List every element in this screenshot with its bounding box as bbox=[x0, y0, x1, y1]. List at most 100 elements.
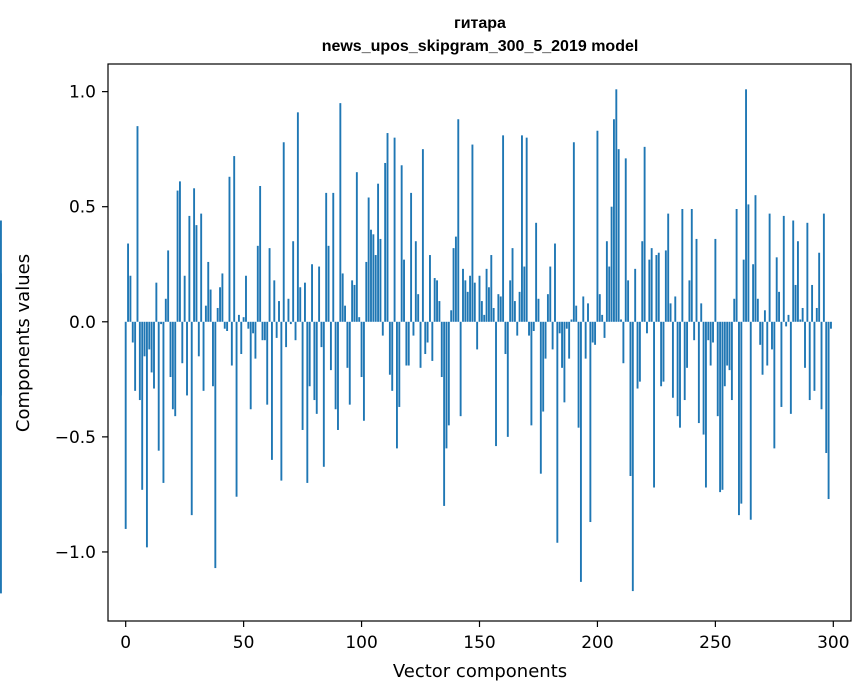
bar bbox=[197, 321, 200, 357]
bar bbox=[426, 321, 429, 343]
bar bbox=[429, 255, 431, 322]
bar bbox=[719, 321, 722, 493]
bar bbox=[362, 321, 365, 421]
bar bbox=[811, 284, 814, 322]
bar bbox=[742, 259, 745, 322]
bar bbox=[674, 296, 677, 322]
bar bbox=[773, 321, 776, 449]
bar bbox=[344, 305, 346, 322]
x-axis-label: Vector components bbox=[393, 661, 567, 682]
bar bbox=[476, 321, 479, 350]
bar bbox=[587, 303, 589, 322]
bar bbox=[688, 280, 691, 322]
bar bbox=[525, 137, 528, 322]
bar bbox=[804, 321, 806, 368]
bar bbox=[134, 321, 137, 391]
y-tick-label: −1.0 bbox=[55, 543, 96, 563]
bar bbox=[577, 321, 580, 428]
bar bbox=[403, 259, 405, 322]
bar bbox=[558, 321, 561, 334]
bar bbox=[292, 241, 295, 322]
bar bbox=[207, 261, 210, 322]
bar bbox=[377, 183, 380, 322]
bar bbox=[266, 321, 269, 405]
bar bbox=[775, 257, 778, 322]
bar bbox=[204, 305, 207, 322]
bar bbox=[669, 303, 672, 322]
bar bbox=[714, 238, 717, 322]
bar bbox=[374, 255, 377, 322]
bar bbox=[473, 282, 476, 322]
bar bbox=[749, 321, 752, 520]
x-tick-label: 250 bbox=[699, 633, 731, 653]
bar bbox=[148, 321, 151, 350]
bar bbox=[622, 321, 625, 364]
bar bbox=[396, 321, 398, 449]
bar bbox=[471, 144, 474, 322]
bar bbox=[233, 156, 236, 322]
bar bbox=[671, 321, 674, 398]
bar bbox=[483, 314, 486, 322]
x-ticks-group: 0 50 100 150 200 250 300 bbox=[120, 621, 850, 653]
bar bbox=[282, 142, 285, 322]
bar bbox=[664, 250, 667, 322]
bar bbox=[391, 321, 394, 391]
bar bbox=[598, 294, 601, 322]
bar bbox=[360, 321, 363, 378]
bar bbox=[235, 321, 238, 497]
bar bbox=[662, 321, 665, 382]
bar bbox=[551, 321, 554, 350]
bar bbox=[410, 192, 413, 322]
bar bbox=[334, 321, 337, 410]
bar bbox=[822, 213, 825, 322]
bar bbox=[296, 112, 299, 322]
bar bbox=[384, 162, 387, 322]
bar bbox=[485, 268, 488, 322]
bar bbox=[188, 215, 191, 322]
bar bbox=[676, 321, 679, 417]
bar bbox=[608, 266, 611, 322]
bar bbox=[294, 321, 297, 341]
bar bbox=[782, 215, 785, 322]
bar bbox=[634, 268, 637, 322]
bar bbox=[285, 321, 288, 348]
bar bbox=[733, 298, 736, 322]
bar bbox=[381, 321, 384, 336]
bar bbox=[735, 209, 738, 322]
bar bbox=[308, 321, 311, 387]
bar bbox=[610, 206, 613, 322]
bar bbox=[450, 310, 453, 322]
bar bbox=[704, 321, 707, 488]
bar bbox=[452, 248, 455, 322]
bar bbox=[388, 321, 391, 375]
bar bbox=[539, 321, 542, 474]
bar bbox=[591, 321, 594, 343]
bar bbox=[190, 321, 193, 516]
bar bbox=[249, 321, 252, 410]
bar bbox=[761, 321, 764, 375]
bar bbox=[660, 321, 663, 387]
bar bbox=[530, 321, 533, 426]
bar bbox=[740, 321, 743, 504]
bar bbox=[480, 301, 483, 322]
bar bbox=[454, 236, 457, 322]
bar bbox=[443, 321, 446, 506]
bar bbox=[278, 301, 280, 322]
bar bbox=[641, 241, 644, 322]
bar bbox=[535, 222, 538, 322]
bar bbox=[268, 248, 271, 322]
bar bbox=[794, 284, 797, 322]
bars-group bbox=[0, 89, 832, 594]
bar bbox=[221, 273, 224, 322]
bar bbox=[256, 245, 259, 322]
bar bbox=[478, 275, 481, 322]
bar bbox=[216, 307, 219, 322]
bar bbox=[431, 321, 434, 361]
bar bbox=[759, 321, 762, 345]
bar bbox=[582, 296, 585, 322]
bar bbox=[702, 321, 705, 435]
bar bbox=[398, 321, 401, 407]
bar bbox=[186, 321, 188, 396]
bar bbox=[509, 280, 512, 322]
